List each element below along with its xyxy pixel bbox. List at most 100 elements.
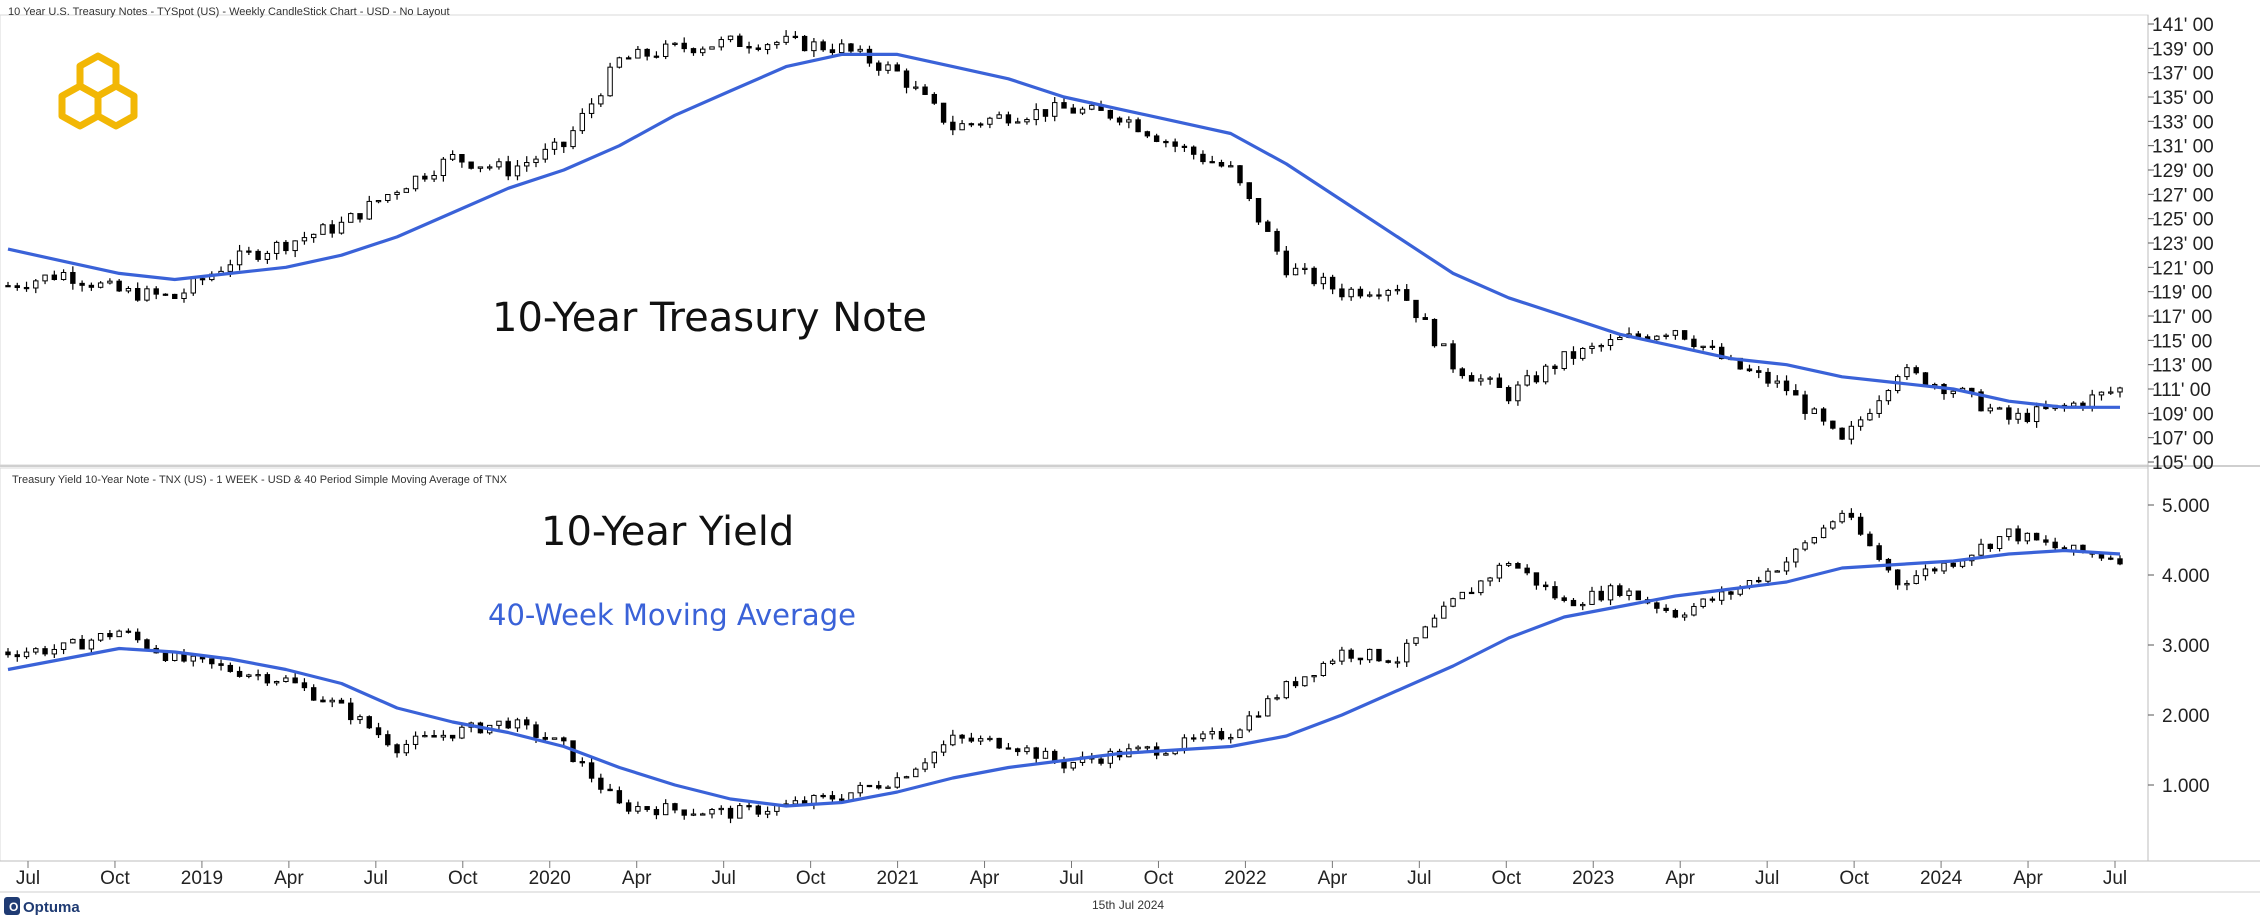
- candle-body: [625, 57, 632, 60]
- candle-body: [301, 682, 308, 689]
- svg-text:O: O: [9, 900, 18, 914]
- candle-body: [310, 687, 317, 701]
- candle-body: [33, 280, 39, 289]
- candle-body: [1793, 548, 1799, 563]
- y-tick-label: 2.000: [2162, 706, 2210, 727]
- candle-body: [561, 141, 567, 148]
- candle-body: [1394, 661, 1401, 664]
- candle-body: [922, 86, 928, 95]
- candle-body: [1987, 407, 1994, 412]
- candle-body: [209, 658, 215, 665]
- candle-body: [125, 630, 132, 633]
- candle-body: [1441, 605, 1447, 619]
- candle-body: [496, 161, 502, 168]
- candle-body: [412, 175, 419, 190]
- candle-body: [320, 224, 326, 235]
- candle-body: [1793, 390, 1799, 396]
- candle-body: [2117, 558, 2123, 565]
- candle-body: [1107, 109, 1114, 119]
- candle-body: [144, 288, 150, 301]
- candle-body: [662, 43, 669, 57]
- candle-body: [1283, 681, 1290, 699]
- candle-body: [2098, 391, 2105, 396]
- candle-body: [1024, 119, 1030, 123]
- candle-body: [1376, 648, 1382, 662]
- candle-body: [2006, 407, 2012, 420]
- candle-body: [283, 677, 289, 682]
- candle-body: [894, 777, 900, 788]
- moving-average-line: [7, 52, 2120, 409]
- candle-body: [1163, 140, 1169, 144]
- candle-body: [292, 240, 298, 252]
- x-tick-label: Jul: [1407, 868, 1431, 889]
- candle-body: [459, 726, 465, 739]
- candle-body: [1116, 117, 1123, 123]
- candle-body: [1848, 425, 1855, 440]
- candle-body: [1468, 375, 1475, 382]
- candle-body: [1404, 642, 1410, 663]
- candle-body: [950, 734, 956, 746]
- top-panel-frame: [0, 14, 2149, 466]
- candle-body: [1663, 334, 1669, 337]
- candle-body: [1404, 289, 1410, 301]
- candle-body: [876, 62, 882, 71]
- candle-body: [1014, 121, 1021, 124]
- candle-body: [1052, 102, 1058, 117]
- candle-body: [172, 293, 178, 300]
- candle-body: [968, 737, 975, 742]
- y-tick-label: 105' 00: [2152, 453, 2214, 474]
- candle-body: [1209, 731, 1215, 735]
- candle-body: [737, 805, 743, 819]
- candle-body: [616, 57, 623, 68]
- candle-body: [1700, 345, 1706, 348]
- candle-body: [422, 735, 428, 738]
- candle-body: [5, 651, 11, 656]
- candle-body: [2033, 406, 2040, 423]
- candle-body: [1867, 533, 1873, 547]
- candle-body: [913, 86, 919, 89]
- candle-body: [2108, 557, 2114, 560]
- candle-body: [681, 42, 687, 50]
- candle-body: [1098, 758, 1104, 764]
- candle-body: [1922, 568, 1929, 577]
- candle-body: [1691, 338, 1697, 348]
- candle-body: [1681, 614, 1688, 618]
- candle-body: [1061, 102, 1067, 109]
- candle-body: [533, 158, 539, 164]
- y-tick-label: 115' 00: [2152, 331, 2212, 352]
- footer-date: 15th Jul 2024: [1092, 898, 1164, 912]
- candle-body: [1765, 570, 1771, 582]
- candle-body: [320, 699, 326, 703]
- candle-body: [1005, 114, 1012, 124]
- candle-body: [1820, 408, 1827, 422]
- candle-body: [394, 744, 400, 754]
- x-tick-label: Jul: [2103, 868, 2127, 889]
- candle-body: [1311, 675, 1317, 678]
- candle-body: [375, 727, 382, 736]
- candle-body: [1181, 145, 1188, 148]
- candle-body: [1922, 372, 1929, 387]
- candle-body: [1718, 346, 1725, 360]
- candle-body: [2098, 553, 2105, 559]
- candle-body: [1524, 375, 1530, 386]
- candle-body: [1774, 380, 1780, 384]
- x-tick-label: Oct: [1144, 868, 1174, 889]
- candle-body: [2015, 412, 2021, 420]
- candle-body: [1672, 610, 1679, 618]
- candle-body: [1014, 748, 1021, 753]
- candle-body: [764, 44, 771, 50]
- candle-body: [1626, 590, 1632, 596]
- candle-body: [1144, 746, 1151, 749]
- y-tick-label: 129' 00: [2152, 161, 2214, 182]
- candle-body: [88, 639, 95, 650]
- candle-body: [1237, 729, 1243, 739]
- candle-body: [70, 638, 76, 644]
- candle-body: [1413, 637, 1419, 644]
- candle-body: [588, 103, 595, 114]
- candle-body: [70, 271, 76, 284]
- candle-body: [273, 680, 280, 684]
- candle-body: [570, 130, 576, 148]
- candle-body: [903, 70, 910, 88]
- x-tick-label: 2023: [1572, 868, 1614, 889]
- candle-body: [348, 702, 354, 721]
